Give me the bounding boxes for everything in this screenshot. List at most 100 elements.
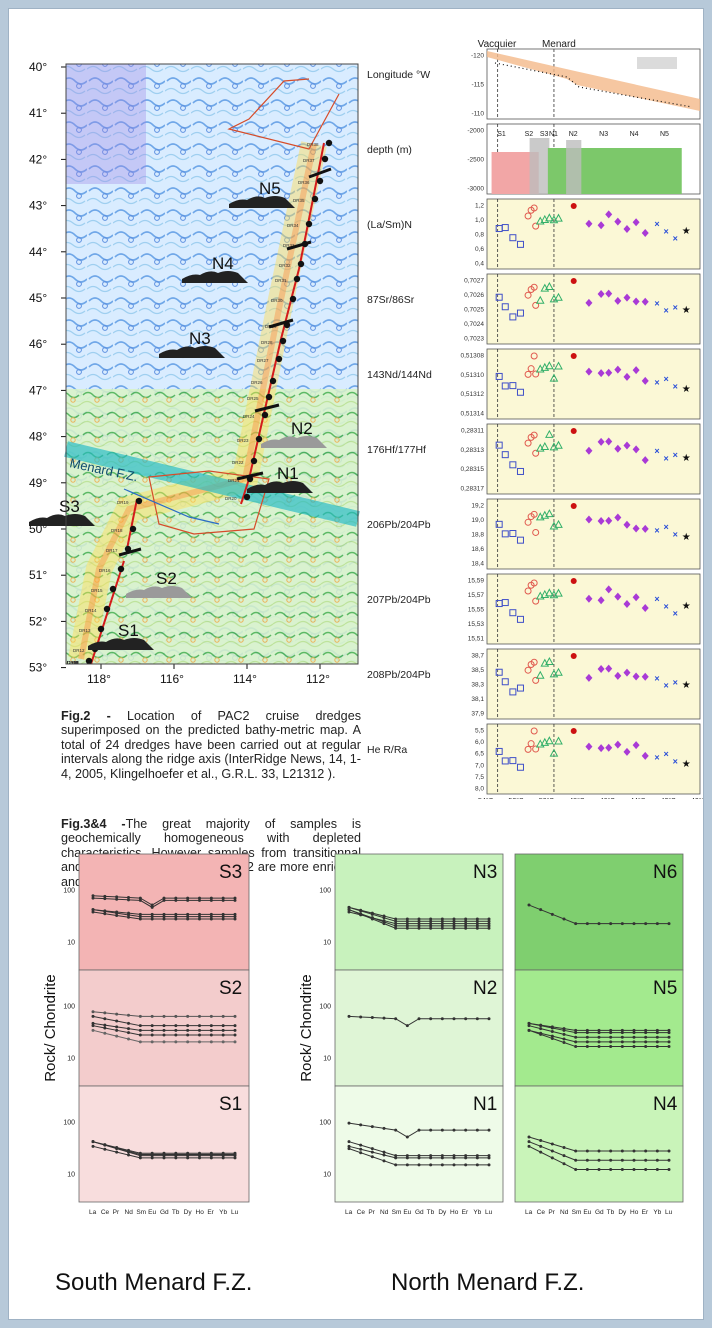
profile-tick: 37,9 <box>471 711 484 718</box>
ree-point <box>186 1033 190 1037</box>
sample-point <box>641 672 649 681</box>
ree-point <box>644 1031 648 1035</box>
sample-point <box>641 229 649 238</box>
sample-point <box>509 234 517 242</box>
sample-point <box>545 213 554 222</box>
ree-point <box>574 1168 578 1172</box>
ree-point <box>475 926 479 930</box>
ree-point <box>562 1027 566 1031</box>
ree-point <box>539 1027 543 1031</box>
ree-element-tick: La <box>345 1209 353 1216</box>
sample-point: × <box>673 382 678 392</box>
sample-point <box>554 736 563 745</box>
dredge-label: DR11 <box>67 660 79 665</box>
ree-point <box>562 917 566 921</box>
segment-label: S1 <box>497 131 506 138</box>
ree-point <box>440 926 444 930</box>
sample-point <box>495 520 503 528</box>
ree-point <box>186 896 190 900</box>
ree-point <box>233 915 237 919</box>
ree-element-tick: Ho <box>450 1209 459 1216</box>
sample-point: × <box>673 757 678 767</box>
ree-element-tick: Dy <box>438 1209 447 1216</box>
ree-point <box>550 1036 554 1040</box>
ree-point <box>138 915 142 919</box>
ree-point <box>417 924 421 928</box>
menard-label: Menard <box>542 39 576 50</box>
sample-point: ★ <box>682 384 691 395</box>
ree-panel-label: N6 <box>653 862 677 883</box>
axial-profile-silhouette <box>182 271 248 283</box>
dredge-point <box>103 605 111 613</box>
ree-point <box>464 1163 468 1167</box>
ree-point <box>198 896 201 900</box>
ree-point <box>209 1156 213 1160</box>
latitude-tick: 40°S <box>691 797 704 799</box>
sample-point <box>605 743 613 752</box>
ree-point <box>464 926 468 930</box>
sample-point <box>516 309 524 317</box>
latitude-tick: 48°S <box>569 797 585 799</box>
sample-point <box>605 289 613 298</box>
ree-point <box>620 1158 624 1162</box>
dredge-point <box>97 625 105 633</box>
ree-point <box>233 1152 237 1156</box>
ree-point <box>91 1140 95 1144</box>
ree-point <box>359 1123 363 1127</box>
ree-point <box>382 1126 386 1130</box>
ree-point <box>487 1163 491 1167</box>
ree-point <box>574 1149 578 1153</box>
ree-point <box>585 1040 589 1044</box>
lat-tick: 51° <box>29 568 47 582</box>
ree-point <box>347 910 351 914</box>
sample-point <box>527 365 535 373</box>
ree-point <box>174 912 178 916</box>
sample-point: × <box>664 522 669 532</box>
sample-point <box>516 684 524 692</box>
ree-point <box>440 1156 444 1160</box>
ree-point <box>527 1135 531 1139</box>
sample-point <box>554 213 563 222</box>
ree-point <box>597 1031 601 1035</box>
sample-point <box>530 283 538 291</box>
sample-point <box>585 515 593 524</box>
segment-label-n4: N4 <box>212 254 234 273</box>
sample-point: ★ <box>682 453 691 464</box>
ree-point <box>632 1168 636 1172</box>
ree-point <box>186 898 190 902</box>
ree-point <box>417 1017 421 1021</box>
ree-point <box>562 1032 566 1036</box>
sample-point <box>524 518 532 526</box>
sample-point <box>570 353 577 359</box>
ree-element-tick: Yb <box>473 1209 481 1216</box>
ree-panel-s3: S3 100 10 <box>63 853 250 971</box>
ree-point <box>585 1168 589 1172</box>
sample-point <box>545 361 554 370</box>
profile-tick: 19,2 <box>471 503 484 510</box>
profile-tick: 0,8 <box>475 232 484 239</box>
ree-point <box>186 1156 190 1160</box>
ree-element-tick: Ce <box>537 1209 546 1216</box>
sample-point <box>632 445 640 454</box>
ree-y-tick: 10 <box>67 1055 75 1062</box>
ree-point <box>550 1142 554 1146</box>
ree-point <box>609 1028 613 1032</box>
sample-point <box>554 519 563 528</box>
sample-point <box>585 367 593 376</box>
ree-point <box>667 1149 671 1153</box>
sample-point <box>554 292 563 301</box>
ree-element-tick: Nd <box>380 1209 389 1216</box>
ree-point <box>91 908 95 912</box>
ree-point <box>198 1040 201 1044</box>
latitude-tick: 44°S <box>630 797 646 799</box>
ree-point <box>562 1041 566 1044</box>
sample-point <box>501 599 509 607</box>
sample-point <box>554 361 563 370</box>
sample-point <box>632 593 640 602</box>
profile-tick: -115 <box>471 82 484 89</box>
ree-point <box>405 926 409 930</box>
dredge-label: DR34 <box>287 223 299 228</box>
ree-point <box>150 917 154 921</box>
ree-point <box>429 926 433 930</box>
ree-point <box>174 915 178 919</box>
